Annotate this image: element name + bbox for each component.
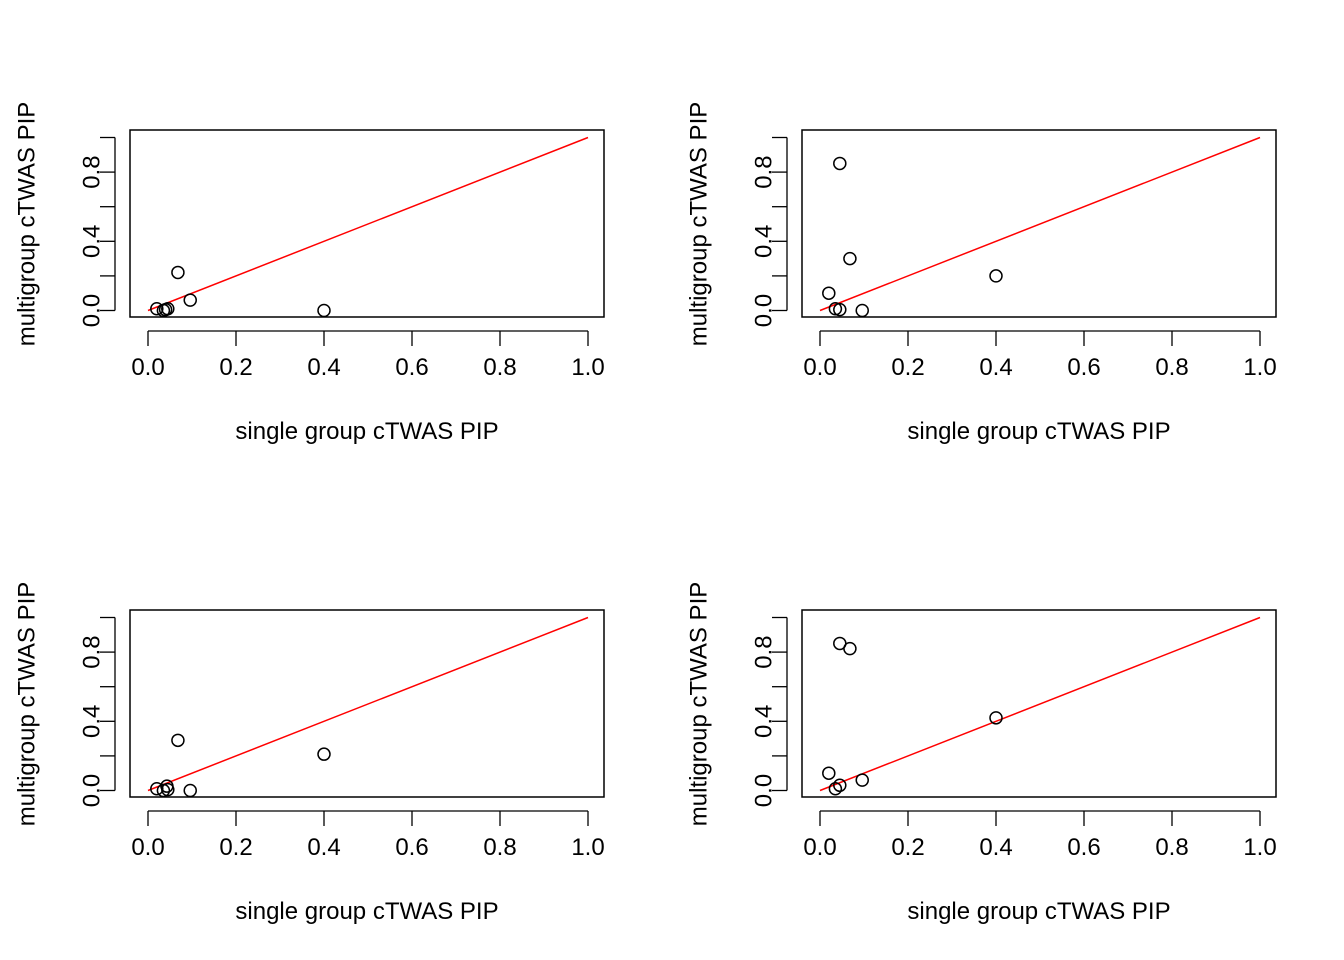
x-axis-title: single group cTWAS PIP [235, 898, 498, 925]
y-axis-title: multigroup cTWAS PIP [13, 582, 40, 827]
data-point [833, 302, 847, 317]
data-point [156, 783, 171, 798]
y-tick-label: 0.0 [78, 774, 105, 807]
x-tick-label: 0.2 [891, 834, 924, 861]
data-point [183, 783, 197, 798]
x-tick-label: 0.4 [979, 834, 1012, 861]
data-point [150, 302, 164, 316]
x-tick-label: 0.0 [131, 354, 164, 381]
x-tick-label: 0.8 [1155, 354, 1188, 381]
data-point [150, 782, 164, 796]
x-tick-label: 0.6 [395, 834, 428, 861]
reference-line [819, 136, 1261, 312]
x-tick-label: 0.8 [483, 834, 516, 861]
scatter-panel-1: 0.0 0.2 0.4 0.6 0.8 1.0 0.0 0.4 0.8 single group … [13, 102, 605, 445]
data-point [183, 293, 197, 307]
data-point [855, 773, 869, 787]
x-axis-title: single group cTWAS PIP [907, 418, 1170, 445]
y-tick-label: 0.4 [750, 705, 777, 738]
x-tick-label: 0.4 [307, 834, 340, 861]
x-tick-label: 0.0 [131, 834, 164, 861]
x-tick-label: 1.0 [1243, 834, 1276, 861]
plot-frame [801, 609, 1277, 798]
y-tick-label: 0.8 [750, 635, 777, 668]
reference-line [147, 136, 589, 312]
reference-line [819, 616, 1261, 792]
data-point [171, 265, 185, 280]
x-tick-label: 0.0 [803, 354, 836, 381]
x-tick-label: 1.0 [571, 834, 604, 861]
x-tick-label: 0.6 [395, 354, 428, 381]
data-point [828, 782, 843, 796]
y-axis-title: multigroup cTWAS PIP [685, 582, 712, 827]
data-point [833, 778, 847, 793]
y-tick-label: 0.8 [78, 155, 105, 188]
data-point [843, 641, 857, 656]
y-tick-label: 0.0 [750, 294, 777, 327]
data-point [989, 711, 1003, 725]
x-tick-label: 0.6 [1067, 834, 1100, 861]
scatter-panel-3: 0.0 0.2 0.4 0.6 0.8 1.0 0.0 0.4 0.8 single group … [13, 582, 605, 925]
data-point [161, 302, 175, 316]
x-tick-label: 0.2 [219, 834, 252, 861]
x-tick-label: 0.2 [219, 354, 252, 381]
y-tick-label: 0.8 [78, 635, 105, 668]
x-tick-label: 0.0 [803, 834, 836, 861]
data-point [171, 733, 185, 748]
data-point [317, 747, 331, 761]
data-point [317, 303, 331, 318]
y-tick-label: 0.0 [78, 294, 105, 327]
data-point [989, 269, 1003, 283]
data-point [161, 782, 175, 797]
data-point [822, 286, 836, 300]
x-tick-label: 0.8 [1155, 834, 1188, 861]
y-tick-label: 0.4 [78, 225, 105, 258]
plot-frame [129, 129, 605, 318]
x-tick-label: 0.2 [891, 354, 924, 381]
scatter-panel-4: 0.0 0.2 0.4 0.6 0.8 1.0 0.0 0.4 0.8 single group … [685, 582, 1277, 925]
y-tick-label: 0.8 [750, 155, 777, 188]
x-tick-label: 1.0 [571, 354, 604, 381]
plot-frame [801, 129, 1277, 318]
x-tick-label: 0.4 [307, 354, 340, 381]
scatter-panel-2: 0.0 0.2 0.4 0.6 0.8 1.0 0.0 0.4 0.8 single group … [685, 102, 1277, 445]
x-tick-label: 0.6 [1067, 354, 1100, 381]
data-point [843, 251, 857, 266]
reference-line [147, 616, 589, 792]
x-tick-label: 0.8 [483, 354, 516, 381]
x-axis-title: single group cTWAS PIP [235, 418, 498, 445]
data-point [828, 302, 843, 316]
x-tick-label: 1.0 [1243, 354, 1276, 381]
data-point [855, 303, 869, 318]
data-point [822, 766, 836, 780]
plot-frame [129, 609, 605, 798]
y-tick-label: 0.4 [750, 225, 777, 258]
y-axis-title: multigroup cTWAS PIP [685, 102, 712, 347]
x-axis-title: single group cTWAS PIP [907, 898, 1170, 925]
y-tick-label: 0.4 [78, 705, 105, 738]
data-point [833, 156, 847, 171]
y-tick-label: 0.0 [750, 774, 777, 807]
y-axis-title: multigroup cTWAS PIP [13, 102, 40, 347]
x-tick-label: 0.4 [979, 354, 1012, 381]
